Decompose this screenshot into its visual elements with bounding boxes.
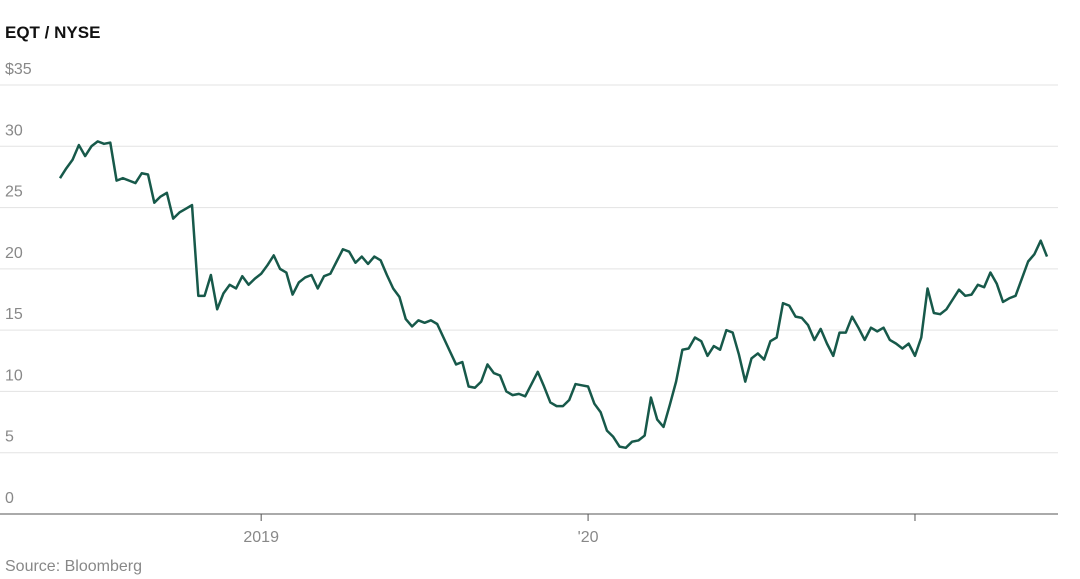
x-tick-label: 2019: [243, 529, 279, 546]
y-tick-label: 15: [5, 306, 23, 323]
x-tick-label: '20: [578, 529, 599, 546]
chart-title: EQT / NYSE: [5, 23, 100, 42]
y-tick-label: 10: [5, 367, 23, 384]
source: Source: Bloomberg: [5, 558, 142, 575]
y-tick-label: 20: [5, 245, 23, 262]
y-tick-label: 5: [5, 429, 14, 446]
y-tick-label: 0: [5, 490, 14, 507]
y-tick-label: 30: [5, 122, 23, 139]
price-line: [58, 140, 1049, 450]
y-tick-label: $35: [5, 61, 32, 78]
y-tick-label: 25: [5, 184, 23, 201]
